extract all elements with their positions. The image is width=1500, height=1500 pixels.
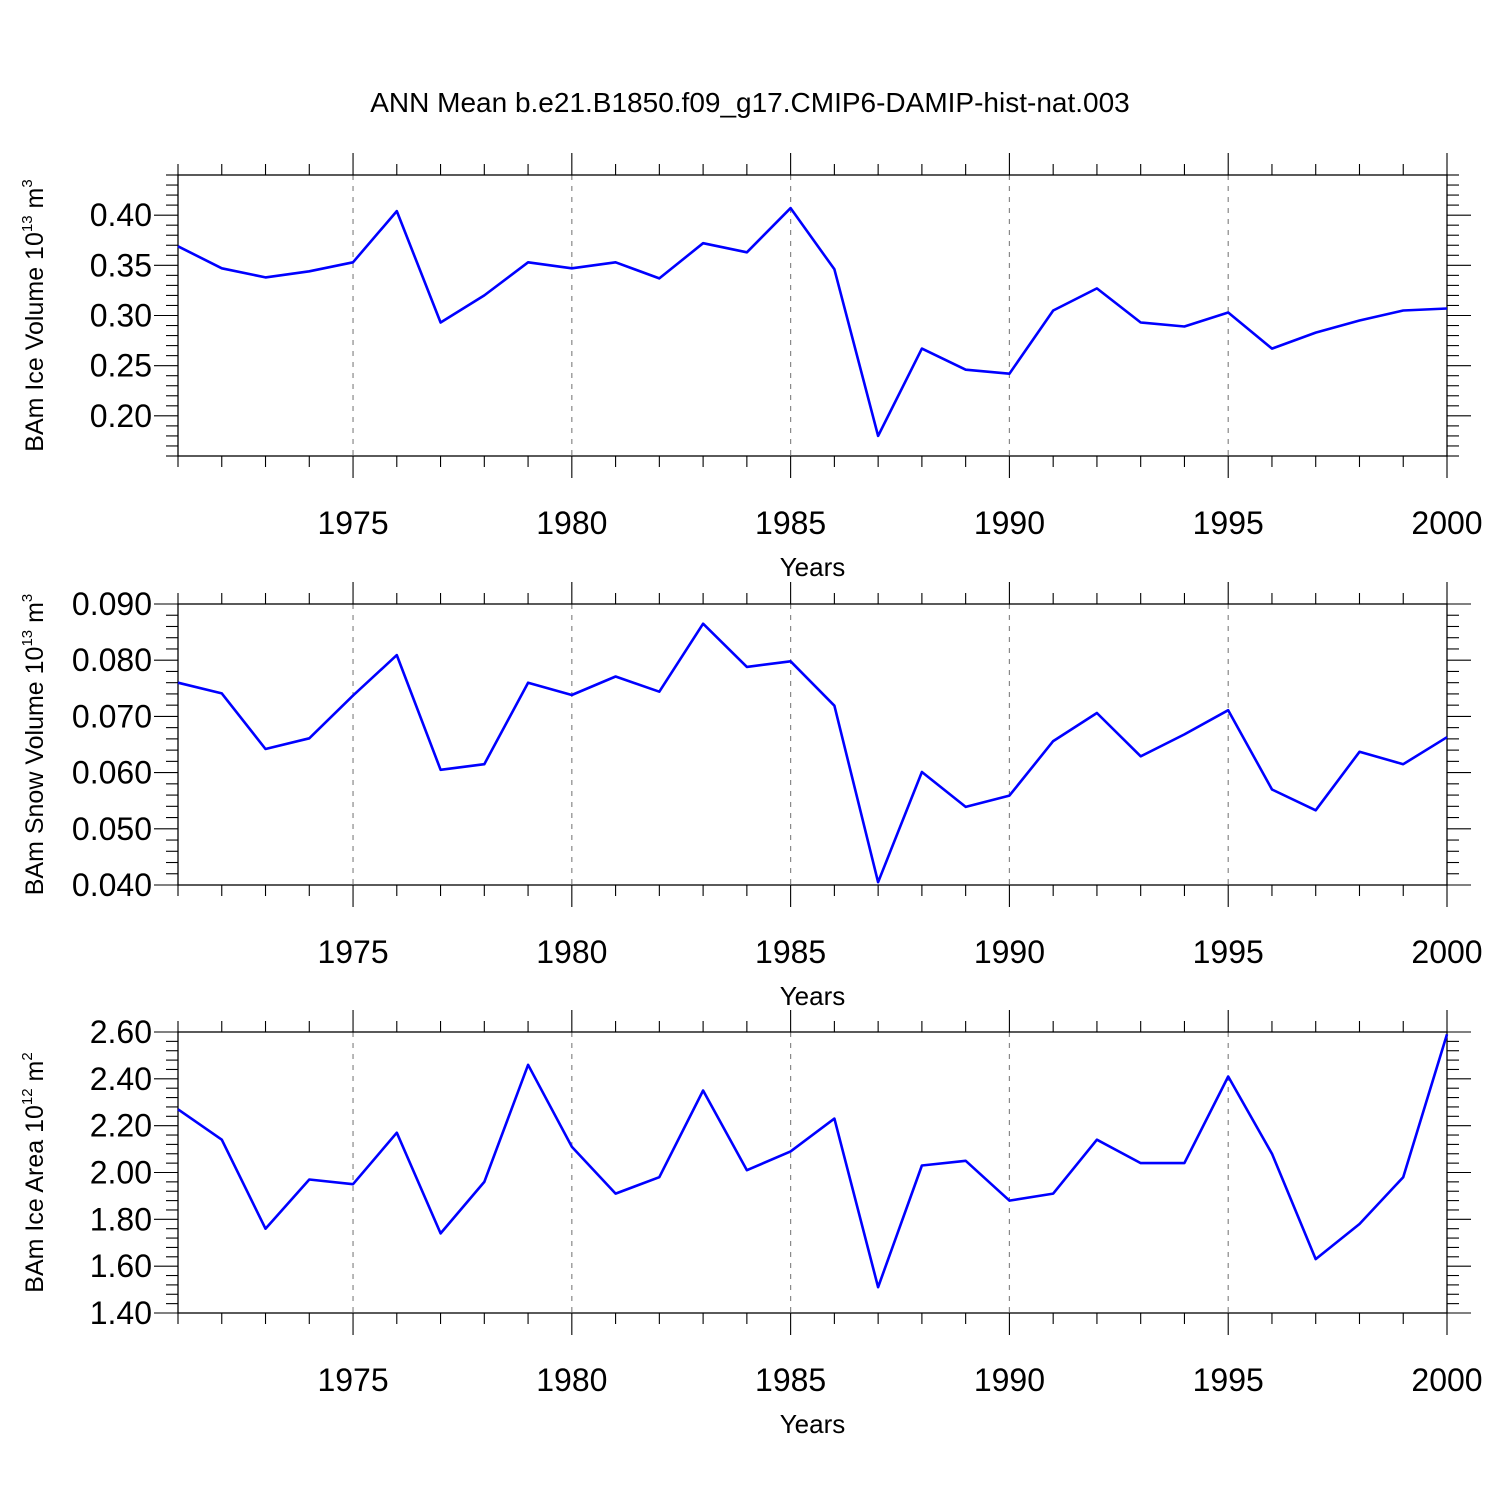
x-tick-label: 1990 <box>974 934 1045 970</box>
y-tick-label: 0.25 <box>90 348 152 384</box>
y-axis-label-text: BAm Ice Area 10 <box>21 1105 49 1293</box>
y-tick-label: 2.00 <box>90 1155 152 1191</box>
y-axis-label-superscript: 3 <box>19 179 36 187</box>
y-tick-label: 1.40 <box>90 1295 152 1331</box>
x-axis-label: Years <box>780 981 846 1011</box>
plot-frame <box>177 603 1448 886</box>
x-tick-label: 2000 <box>1411 505 1482 541</box>
x-tick-label: 1980 <box>536 505 607 541</box>
y-tick-label: 2.40 <box>90 1061 152 1097</box>
y-axis-label-text: m <box>21 1061 49 1089</box>
y-axis-label: BAm Snow Volume 1013 m3 <box>19 594 49 896</box>
series-line <box>177 206 1448 438</box>
x-tick-label: 1990 <box>974 1362 1045 1398</box>
panels: 0.20 0.25 0.30 0.35 0.40 1975 1980 1985 1990 1995… <box>19 153 1483 1439</box>
chart-panel-1: 0.20 0.25 0.30 0.35 0.40 1975 1980 1985 1990 1995… <box>19 153 1483 582</box>
y-tick-label: 2.60 <box>90 1014 152 1050</box>
x-tick-label: 1985 <box>755 934 826 970</box>
y-tick-label: 0.20 <box>90 398 152 434</box>
y-tick-label: 0.070 <box>72 698 152 734</box>
x-tick-label: 1995 <box>1193 934 1264 970</box>
y-tick-label: 0.090 <box>72 586 152 622</box>
series-line <box>177 1033 1449 1289</box>
x-tick-label: 1980 <box>536 1362 607 1398</box>
figure-title: ANN Mean b.e21.B1850.f09_g17.CMIP6-DAMIP… <box>370 87 1130 118</box>
plot-frame <box>177 174 1448 457</box>
y-axis-label-superscript: 13 <box>19 630 36 647</box>
plot-frame <box>177 1031 1448 1314</box>
y-tick-label: 1.60 <box>90 1248 152 1284</box>
x-tick-label: 2000 <box>1411 1362 1482 1398</box>
y-axis-label-superscript: 2 <box>19 1052 36 1060</box>
y-axis-label: BAm Ice Area 1012 m2 <box>19 1052 49 1292</box>
y-axis-label-text: BAm Snow Volume 10 <box>21 647 49 896</box>
y-tick-label: 0.080 <box>72 642 152 678</box>
x-tick-label: 1985 <box>755 1362 826 1398</box>
y-tick-label: 0.40 <box>90 197 152 233</box>
x-tick-label: 1990 <box>974 505 1045 541</box>
x-tick-label: 2000 <box>1411 934 1482 970</box>
series-line <box>177 622 1448 884</box>
y-tick-label: 2.20 <box>90 1108 152 1144</box>
y-tick-label: 0.050 <box>72 811 152 847</box>
x-tick-label: 1995 <box>1193 1362 1264 1398</box>
y-axis-label-superscript: 12 <box>19 1088 36 1105</box>
y-tick-label: 0.35 <box>90 247 152 283</box>
y-tick-label: 0.30 <box>90 298 152 334</box>
y-axis-label-superscript: 13 <box>19 215 36 232</box>
y-axis-label: BAm Ice Volume 1013 m3 <box>19 179 49 451</box>
y-tick-label: 0.060 <box>72 755 152 791</box>
chart-panel-3: 1.40 1.60 1.80 2.00 2.20 2.40 2.60 1975 1980 1985… <box>19 1010 1483 1439</box>
x-tick-label: 1995 <box>1193 505 1264 541</box>
chart-panel-2: 0.040 0.050 0.060 0.070 0.080 0.090 1975 1980 19… <box>19 582 1483 1011</box>
y-axis-label-text: m <box>21 602 49 630</box>
y-axis-label-text: m <box>21 188 49 216</box>
x-tick-label: 1980 <box>536 934 607 970</box>
x-tick-label: 1975 <box>317 934 388 970</box>
x-tick-label: 1985 <box>755 505 826 541</box>
y-axis-label-superscript: 3 <box>19 594 36 602</box>
y-tick-label: 1.80 <box>90 1201 152 1237</box>
x-axis-label: Years <box>780 552 846 582</box>
x-axis-label: Years <box>780 1409 846 1439</box>
y-axis-label-text: BAm Ice Volume 10 <box>21 232 49 452</box>
x-tick-label: 1975 <box>317 505 388 541</box>
x-tick-label: 1975 <box>317 1362 388 1398</box>
y-tick-label: 0.040 <box>72 867 152 903</box>
